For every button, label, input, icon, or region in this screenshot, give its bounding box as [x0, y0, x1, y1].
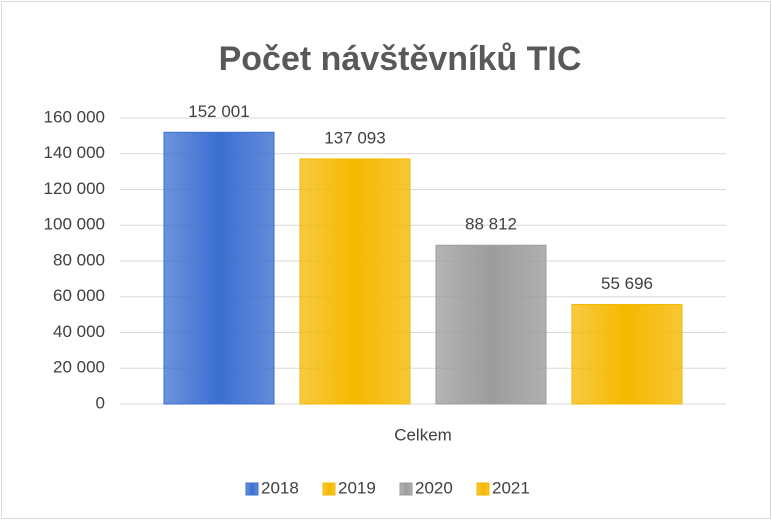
- y-tick-label: 160 000: [44, 107, 105, 126]
- legend-label: 2018: [261, 478, 299, 497]
- bar: [435, 244, 547, 405]
- legend-label: 2019: [338, 478, 376, 497]
- chart-title: Počet návštěvníků TIC: [219, 40, 582, 78]
- bar: [163, 131, 275, 405]
- legend-label: 2021: [492, 478, 530, 497]
- y-tick-label: 60 000: [53, 286, 105, 305]
- data-label: 55 696: [601, 274, 653, 293]
- y-tick-label: 0: [96, 393, 105, 412]
- x-tick-label: Celkem: [394, 425, 452, 444]
- legend-label: 2020: [415, 478, 453, 497]
- data-label: 88 812: [465, 215, 517, 234]
- legend-swatch: [322, 482, 336, 496]
- legend-swatch: [476, 482, 490, 496]
- data-label: 137 093: [324, 128, 385, 147]
- y-tick-label: 100 000: [44, 215, 105, 234]
- y-tick-label: 120 000: [44, 179, 105, 198]
- bar: [571, 303, 683, 405]
- legend-swatch: [245, 482, 259, 496]
- y-tick-label: 20 000: [53, 358, 105, 377]
- bar: [299, 158, 411, 405]
- y-tick-label: 40 000: [53, 322, 105, 341]
- legend-swatch: [399, 482, 413, 496]
- y-tick-label: 140 000: [44, 143, 105, 162]
- y-tick-label: 80 000: [53, 250, 105, 269]
- data-label: 152 001: [188, 102, 249, 121]
